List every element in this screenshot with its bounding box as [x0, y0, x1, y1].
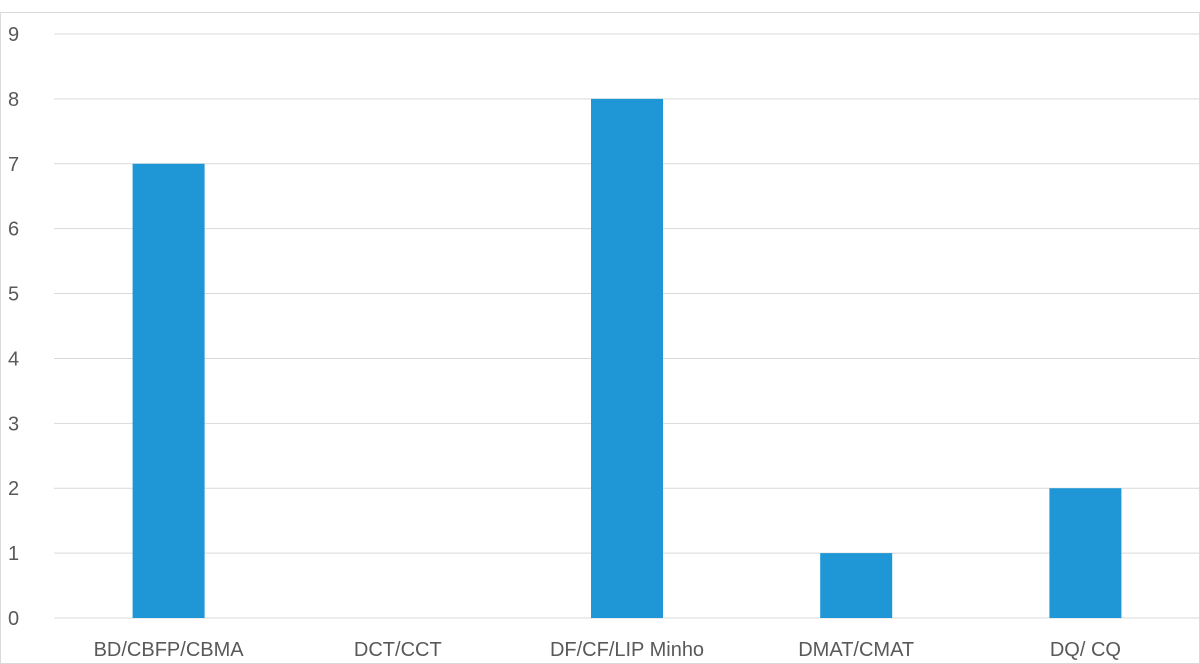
x-tick-label: BD/CBFP/CBMA — [94, 639, 245, 661]
bar — [591, 98, 663, 618]
y-tick-label: 0 — [8, 608, 19, 630]
y-tick-label: 4 — [8, 348, 19, 370]
y-tick-label: 5 — [8, 284, 19, 306]
y-tick-label: 3 — [8, 413, 19, 435]
bar — [132, 163, 205, 618]
bars — [132, 98, 1122, 618]
y-tick-label: 7 — [8, 154, 19, 176]
x-axis-ticks: BD/CBFP/CBMA DCT/CCT DF/CF/LIP Minho DMAT/C… — [94, 639, 1121, 661]
bar — [1049, 488, 1122, 618]
x-tick-label: DCT/CCT — [354, 639, 442, 661]
y-axis-ticks: 0 1 2 3 4 5 6 7 8 9 — [8, 24, 19, 630]
x-tick-label: DMAT/CMAT — [798, 639, 914, 661]
y-tick-label: 2 — [8, 478, 19, 500]
y-tick-label: 8 — [8, 89, 19, 111]
bar — [820, 553, 893, 618]
x-tick-label: DQ/ CQ — [1050, 639, 1121, 661]
y-tick-label: 6 — [8, 219, 19, 241]
y-tick-label: 1 — [8, 543, 19, 565]
x-tick-label: DF/CF/LIP Minho — [550, 639, 704, 661]
y-tick-label: 9 — [8, 24, 19, 46]
